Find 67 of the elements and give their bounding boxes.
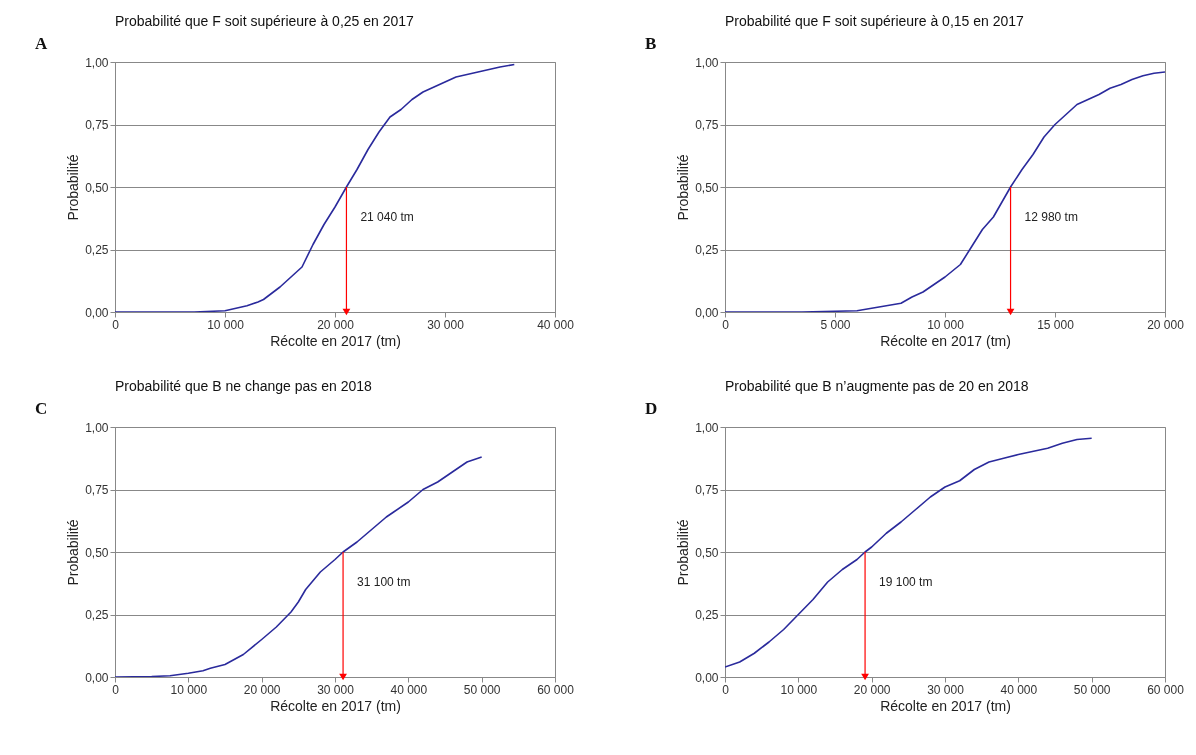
y-tick-label: 0,50: [85, 545, 109, 560]
text: B: [645, 34, 657, 53]
x-tick-label: 10 000: [170, 682, 208, 697]
y-axis-title: Probabilité: [65, 519, 82, 586]
x-tick-label: 10 000: [927, 317, 965, 332]
annotation: 31 100 tm: [357, 575, 411, 589]
y-tick-label: 0,00: [695, 670, 719, 685]
y-tick-label: 0,00: [695, 305, 719, 320]
y-tick-label: 0,00: [85, 670, 109, 685]
text: C: [35, 399, 48, 418]
y-axis-title: Probabilité: [675, 519, 692, 586]
x-tick-label: 60 000: [1147, 682, 1185, 697]
text: A: [35, 34, 48, 53]
x-tick-label: 15 000: [1037, 317, 1075, 332]
chart-title: Probabilité que F soit supérieure à 0,25 en 2017: [115, 13, 415, 29]
y-tick-label: 0,25: [85, 243, 109, 257]
chart-title: Probabilité que F soit supérieure à 0,15 en 2017: [725, 13, 1025, 29]
y-tick-label: 0,50: [85, 180, 109, 195]
x-axis-title: Récolte en 2017 (tm): [270, 332, 401, 349]
y-tick-label: 0,75: [695, 118, 719, 132]
annotation: 12 980 tm: [1024, 210, 1078, 224]
chart-title: Probabilité que B ne change pas en 2018: [115, 378, 373, 394]
x-tick-label: 20 000: [853, 682, 891, 697]
x-tick-label: 50 000: [463, 682, 501, 697]
x-tick-label: 30 000: [427, 317, 465, 332]
x-tick-label: 20 000: [1147, 317, 1185, 332]
y-tick-label: 1,00: [85, 55, 109, 70]
x-tick-label: 40 000: [1000, 682, 1038, 697]
x-tick-label: 0: [722, 682, 730, 697]
x-tick-label: 0: [112, 317, 120, 332]
y-tick-label: 1,00: [85, 420, 109, 435]
x-tick-label: 0: [112, 682, 120, 697]
y-tick-label: 0,50: [695, 180, 719, 195]
annotation: 19 100 tm: [879, 575, 933, 589]
y-tick-label: 0,25: [85, 608, 109, 622]
y-tick-label: 0,25: [695, 243, 719, 257]
x-tick-label: 40 000: [537, 317, 575, 332]
line-series: [115, 456, 483, 677]
y-tick-label: 0,75: [85, 118, 109, 132]
x-tick-label: 20 000: [243, 682, 281, 697]
line-series: [725, 437, 1093, 668]
text: D: [645, 399, 658, 418]
x-tick-label: 10 000: [207, 317, 245, 332]
y-tick-label: 0,75: [85, 483, 109, 497]
x-tick-label: 20 000: [317, 317, 355, 332]
x-tick-label: 30 000: [317, 682, 355, 697]
annotation: 21 040 tm: [360, 210, 414, 224]
x-tick-label: 60 000: [537, 682, 575, 697]
x-axis-title: Récolte en 2017 (tm): [880, 697, 1011, 714]
y-tick-label: 1,00: [695, 55, 719, 70]
x-tick-label: 10 000: [780, 682, 818, 697]
y-tick-label: 0,75: [695, 483, 719, 497]
chart-title: Probabilité que B n’augmente pas de 20 en 2018: [725, 378, 1029, 394]
x-tick-label: 30 000: [927, 682, 965, 697]
y-axis-title: Probabilité: [675, 154, 692, 221]
y-tick-label: 1,00: [695, 420, 719, 435]
x-tick-label: 40 000: [390, 682, 428, 697]
x-axis-title: Récolte en 2017 (tm): [270, 697, 401, 714]
x-tick-label: 0: [722, 317, 730, 332]
x-tick-label: 5 000: [820, 317, 851, 332]
line-series: [115, 63, 516, 312]
y-tick-label: 0,50: [695, 545, 719, 560]
y-tick-label: 0,00: [85, 305, 109, 320]
x-axis-title: Récolte en 2017 (tm): [880, 332, 1011, 349]
x-tick-label: 50 000: [1073, 682, 1111, 697]
y-axis-title: Probabilité: [65, 154, 82, 221]
y-tick-label: 0,25: [695, 608, 719, 622]
